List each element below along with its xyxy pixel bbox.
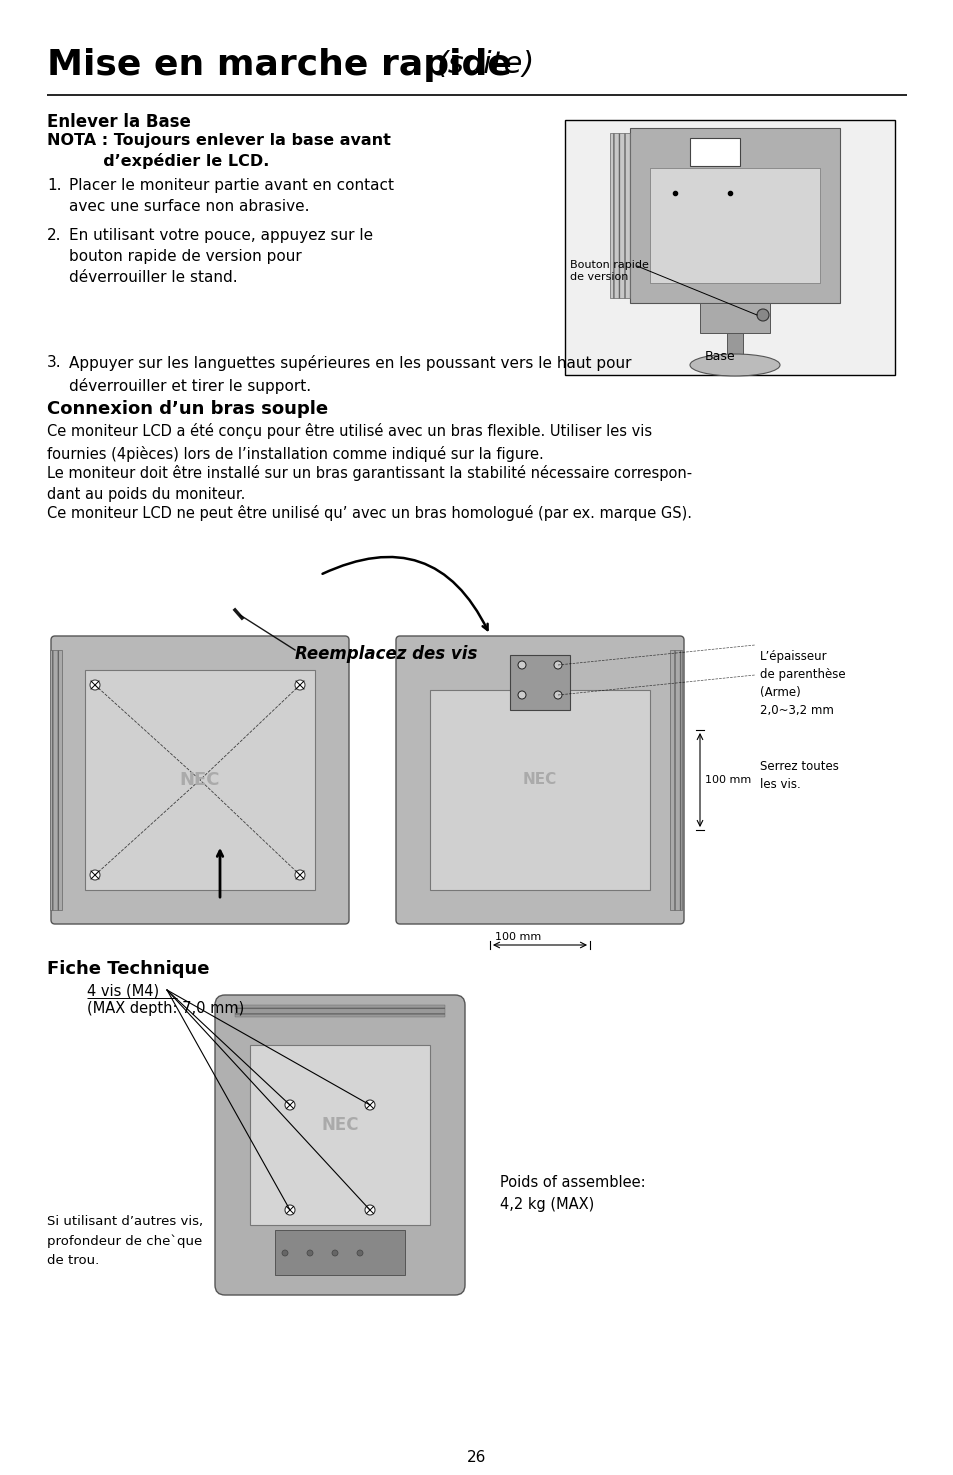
Circle shape bbox=[332, 1249, 337, 1257]
Bar bbox=[510, 655, 569, 709]
Text: 3.: 3. bbox=[47, 355, 62, 370]
Circle shape bbox=[307, 1249, 313, 1257]
Bar bbox=[689, 139, 740, 167]
Text: Connexion d’un bras souple: Connexion d’un bras souple bbox=[47, 400, 328, 417]
Circle shape bbox=[285, 1100, 294, 1111]
Circle shape bbox=[90, 870, 100, 881]
Bar bbox=[669, 650, 681, 910]
Text: Placer le moniteur partie avant en contact
avec une surface non abrasive.: Placer le moniteur partie avant en conta… bbox=[69, 178, 394, 214]
Bar bbox=[726, 333, 742, 358]
Text: Ce moniteur LCD ne peut être unilisé qu’ avec un bras homologué (par ex. marque : Ce moniteur LCD ne peut être unilisé qu’… bbox=[47, 504, 691, 521]
Bar bbox=[700, 302, 769, 333]
Circle shape bbox=[517, 661, 525, 670]
Circle shape bbox=[294, 870, 305, 881]
Ellipse shape bbox=[689, 354, 780, 376]
Circle shape bbox=[757, 308, 768, 322]
Circle shape bbox=[356, 1249, 363, 1257]
Text: Base: Base bbox=[704, 350, 735, 363]
Circle shape bbox=[282, 1249, 288, 1257]
Circle shape bbox=[517, 690, 525, 699]
Text: Mise en marche rapide: Mise en marche rapide bbox=[47, 49, 512, 83]
Text: (suite): (suite) bbox=[436, 50, 535, 80]
Bar bbox=[649, 168, 820, 283]
Text: 4 vis (M4): 4 vis (M4) bbox=[87, 982, 159, 999]
Text: Serrez toutes
les vis.: Serrez toutes les vis. bbox=[760, 760, 838, 791]
Text: L’épaisseur
de parenthèse
(Arme)
2,0~3,2 mm: L’épaisseur de parenthèse (Arme) 2,0~3,2… bbox=[760, 650, 844, 717]
Text: NEC: NEC bbox=[179, 771, 220, 789]
Text: Ce moniteur LCD a été conçu pour être utilisé avec un bras flexible. Utiliser le: Ce moniteur LCD a été conçu pour être ut… bbox=[47, 423, 652, 462]
Bar bbox=[85, 670, 314, 889]
Text: 100 mm: 100 mm bbox=[704, 774, 750, 785]
Text: Le moniteur doit être installé sur un bras garantissant la stabilité nécessaire : Le moniteur doit être installé sur un br… bbox=[47, 465, 691, 502]
Bar bbox=[250, 1044, 430, 1226]
FancyBboxPatch shape bbox=[214, 996, 464, 1295]
Bar bbox=[234, 1004, 444, 1016]
Text: 26: 26 bbox=[467, 1450, 486, 1465]
FancyBboxPatch shape bbox=[395, 636, 683, 923]
Text: En utilisant votre pouce, appuyez sur le
bouton rapide de version pour
déverroui: En utilisant votre pouce, appuyez sur le… bbox=[69, 229, 373, 285]
Circle shape bbox=[554, 690, 561, 699]
Text: Reemplacez des vis: Reemplacez des vis bbox=[294, 645, 476, 662]
Text: d’expédier le LCD.: d’expédier le LCD. bbox=[47, 153, 269, 170]
Text: 2.: 2. bbox=[47, 229, 61, 243]
Circle shape bbox=[554, 661, 561, 670]
Bar bbox=[50, 650, 62, 910]
Text: NOTA : Toujours enlever la base avant: NOTA : Toujours enlever la base avant bbox=[47, 133, 391, 148]
Text: 100 mm: 100 mm bbox=[495, 932, 540, 943]
Circle shape bbox=[285, 1205, 294, 1215]
Text: Poids of assemblee:
4,2 kg (MAX): Poids of assemblee: 4,2 kg (MAX) bbox=[499, 1176, 645, 1212]
Bar bbox=[430, 690, 649, 889]
Circle shape bbox=[90, 680, 100, 690]
Bar bbox=[629, 128, 840, 302]
Bar bbox=[609, 133, 629, 298]
Text: Si utilisant d’autres vis,
profondeur de che`que
de trou.: Si utilisant d’autres vis, profondeur de… bbox=[47, 1215, 203, 1267]
Text: NEC: NEC bbox=[321, 1117, 358, 1134]
FancyBboxPatch shape bbox=[51, 636, 349, 923]
Bar bbox=[564, 119, 894, 375]
Text: Bouton rapide
de version: Bouton rapide de version bbox=[569, 260, 648, 282]
Circle shape bbox=[294, 680, 305, 690]
Circle shape bbox=[365, 1205, 375, 1215]
Text: Enlever la Base: Enlever la Base bbox=[47, 114, 191, 131]
Text: (MAX depth: 7,0 mm): (MAX depth: 7,0 mm) bbox=[87, 1002, 244, 1016]
Circle shape bbox=[365, 1100, 375, 1111]
Text: 1.: 1. bbox=[47, 178, 61, 193]
Text: Appuyer sur les languettes supérieures en les poussant vers le haut pour
déverro: Appuyer sur les languettes supérieures e… bbox=[69, 355, 631, 394]
Text: Fiche Technique: Fiche Technique bbox=[47, 960, 210, 978]
Text: NEC: NEC bbox=[522, 773, 557, 788]
Bar bbox=[274, 1230, 405, 1274]
